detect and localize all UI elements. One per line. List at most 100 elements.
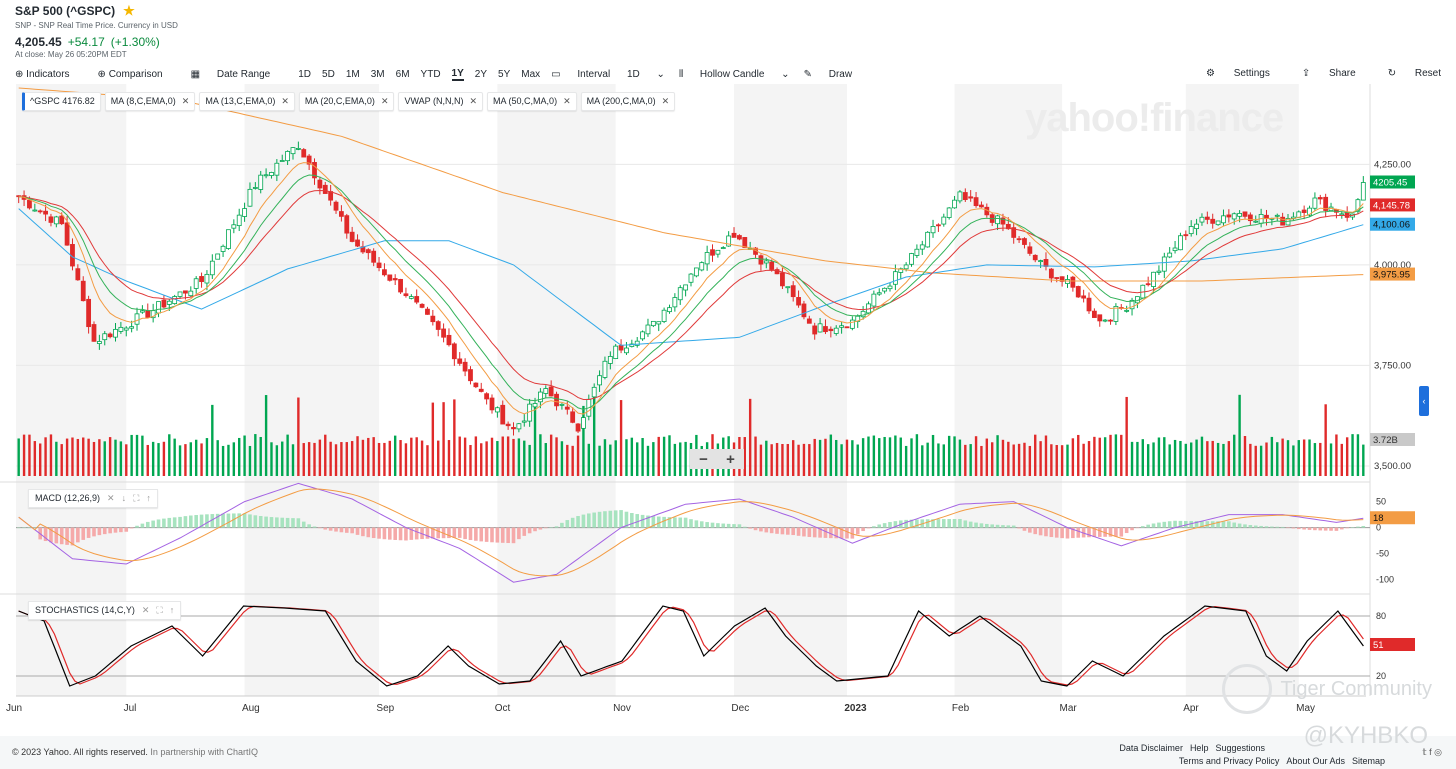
candle-body [812, 325, 818, 335]
draw-button[interactable]: ✎ Draw [804, 69, 867, 80]
star-icon[interactable]: ★ [123, 3, 135, 18]
candle-body [1274, 214, 1280, 217]
expand-icon[interactable]: ⛶ [156, 605, 163, 615]
zoom-in-button[interactable]: + [726, 450, 735, 468]
close-icon[interactable]: ✕ [281, 96, 289, 106]
range-5d[interactable]: 5D [322, 68, 335, 80]
arrow-up-icon[interactable]: ↑ [169, 605, 175, 615]
interval-icon: ▭ [551, 68, 561, 80]
study-pill[interactable]: MA (20,C,EMA,0) ✕ [298, 92, 395, 111]
volume-bar [786, 443, 790, 476]
volume-bar [1055, 445, 1058, 476]
macd-histogram-bar [1216, 521, 1220, 528]
volume-bar [1130, 441, 1134, 476]
footer-link[interactable]: Help [1189, 743, 1209, 753]
footer-link[interactable]: Sitemap [1351, 756, 1385, 766]
candle-body [398, 278, 403, 293]
twitter-icon[interactable]: 𝕥 [1422, 747, 1427, 757]
macd-histogram-bar [759, 527, 763, 532]
close-icon[interactable]: ✕ [563, 96, 571, 106]
candle-body [618, 345, 624, 351]
date-range-button[interactable]: ▦ Date Range [191, 69, 285, 80]
candle-body [317, 179, 323, 189]
settings-button[interactable]: ⚙ Settings [1190, 68, 1270, 79]
volume-bar [662, 436, 666, 476]
candle-icon: ⫴ [678, 68, 684, 80]
arrow-down-icon[interactable]: ↓ [121, 493, 127, 503]
candle-body [193, 278, 199, 289]
instagram-icon[interactable]: ◎ [1434, 747, 1442, 757]
arrow-up-icon[interactable]: ↑ [146, 493, 151, 503]
range-max[interactable]: Max [521, 68, 541, 80]
month-band [497, 84, 616, 696]
footer-link[interactable]: About Our Ads [1286, 756, 1345, 766]
range-6m[interactable]: 6M [395, 68, 410, 80]
volume-bar [211, 404, 214, 476]
footer-link[interactable]: Terms and Privacy Policy [1178, 756, 1280, 766]
study-pill[interactable]: ^GSPC 4176.82 [22, 92, 101, 111]
macd-histogram-bar [506, 527, 510, 544]
volume-bar [915, 434, 919, 476]
chart-type-button[interactable]: ⫴ Hollow Candle ⌄ [678, 68, 790, 80]
x-tick-label: Oct [495, 703, 511, 714]
range-1m[interactable]: 1M [345, 68, 360, 80]
volume-bar [377, 442, 381, 476]
candle-body [876, 292, 882, 295]
study-pill[interactable]: MA (8,C,EMA,0) ✕ [104, 92, 196, 111]
study-pill[interactable]: VWAP (N,N,N) ✕ [398, 92, 484, 111]
close-icon[interactable]: ✕ [469, 96, 478, 106]
macd-histogram-bar [1184, 520, 1188, 528]
comparison-label: Comparison [108, 68, 163, 80]
comparison-button[interactable]: ⊕ Comparison [97, 68, 163, 80]
candle-body [1027, 246, 1033, 254]
candle-body [763, 260, 769, 264]
study-pill[interactable]: MA (200,C,MA,0) ✕ [580, 92, 676, 111]
chevron-left-icon[interactable]: ‹ [1419, 386, 1429, 416]
candle-body [344, 215, 350, 234]
stoch-legend[interactable]: STOCHASTICS (14,C,Y) ✕ ⛶ ↑ [28, 601, 182, 620]
macd-histogram-bar [710, 522, 715, 528]
volume-bar [533, 403, 537, 476]
volume-bar [291, 444, 295, 476]
close-icon[interactable]: ✕ [107, 493, 115, 503]
x-tick-label: Sep [376, 703, 394, 714]
range-ytd[interactable]: YTD [420, 68, 441, 80]
facebook-icon[interactable]: f [1429, 747, 1432, 757]
macd-histogram-bar [151, 520, 155, 528]
candle-body [1097, 314, 1103, 322]
macd-histogram-bar [807, 527, 812, 537]
macd-histogram-bar [307, 524, 311, 528]
candle-body [849, 319, 855, 329]
candle-body [37, 210, 43, 213]
range-2y[interactable]: 2Y [474, 68, 488, 80]
candle-body [156, 301, 161, 314]
share-button[interactable]: ⇪ Share [1286, 68, 1356, 79]
candle-body [737, 235, 742, 240]
indicators-button[interactable]: ⊕ Indicators [15, 68, 70, 80]
study-pill[interactable]: MA (50,C,MA,0) ✕ [487, 92, 577, 111]
close-icon[interactable]: ✕ [380, 96, 389, 106]
study-pill[interactable]: MA (13,C,EMA,0) ✕ [199, 92, 295, 111]
macd-histogram-bar [43, 527, 48, 542]
close-icon[interactable]: ✕ [141, 605, 150, 615]
macd-legend[interactable]: MACD (12,26,9) ✕ ↓ ⛶ ↑ [28, 489, 158, 508]
candle-body [312, 162, 317, 179]
volume-bar [549, 434, 553, 476]
range-3m[interactable]: 3M [370, 68, 385, 80]
interval-button[interactable]: ▭ Interval 1D ⌄ [551, 68, 665, 80]
range-1y[interactable]: 1Y [451, 67, 464, 81]
expand-icon[interactable]: ⛶ [133, 493, 140, 503]
candle-body [973, 197, 979, 207]
close-icon[interactable]: ✕ [181, 96, 190, 106]
volume-bar [1324, 404, 1327, 476]
close-icon[interactable]: ✕ [661, 96, 670, 106]
stock-chart[interactable]: 4,250.00 4,000.00 3,750.00 3,500.00 4205.45 4… [0, 84, 1456, 744]
macd-signal-line [18, 488, 1364, 577]
footer-link[interactable]: Data Disclaimer [1119, 743, 1183, 753]
range-1d[interactable]: 1D [298, 68, 312, 80]
range-5y[interactable]: 5Y [498, 68, 511, 80]
volume-bar [458, 436, 461, 476]
reset-button[interactable]: ↻ Reset [1372, 68, 1441, 79]
footer-link[interactable]: Suggestions [1215, 743, 1265, 753]
zoom-out-button[interactable]: − [699, 450, 708, 468]
